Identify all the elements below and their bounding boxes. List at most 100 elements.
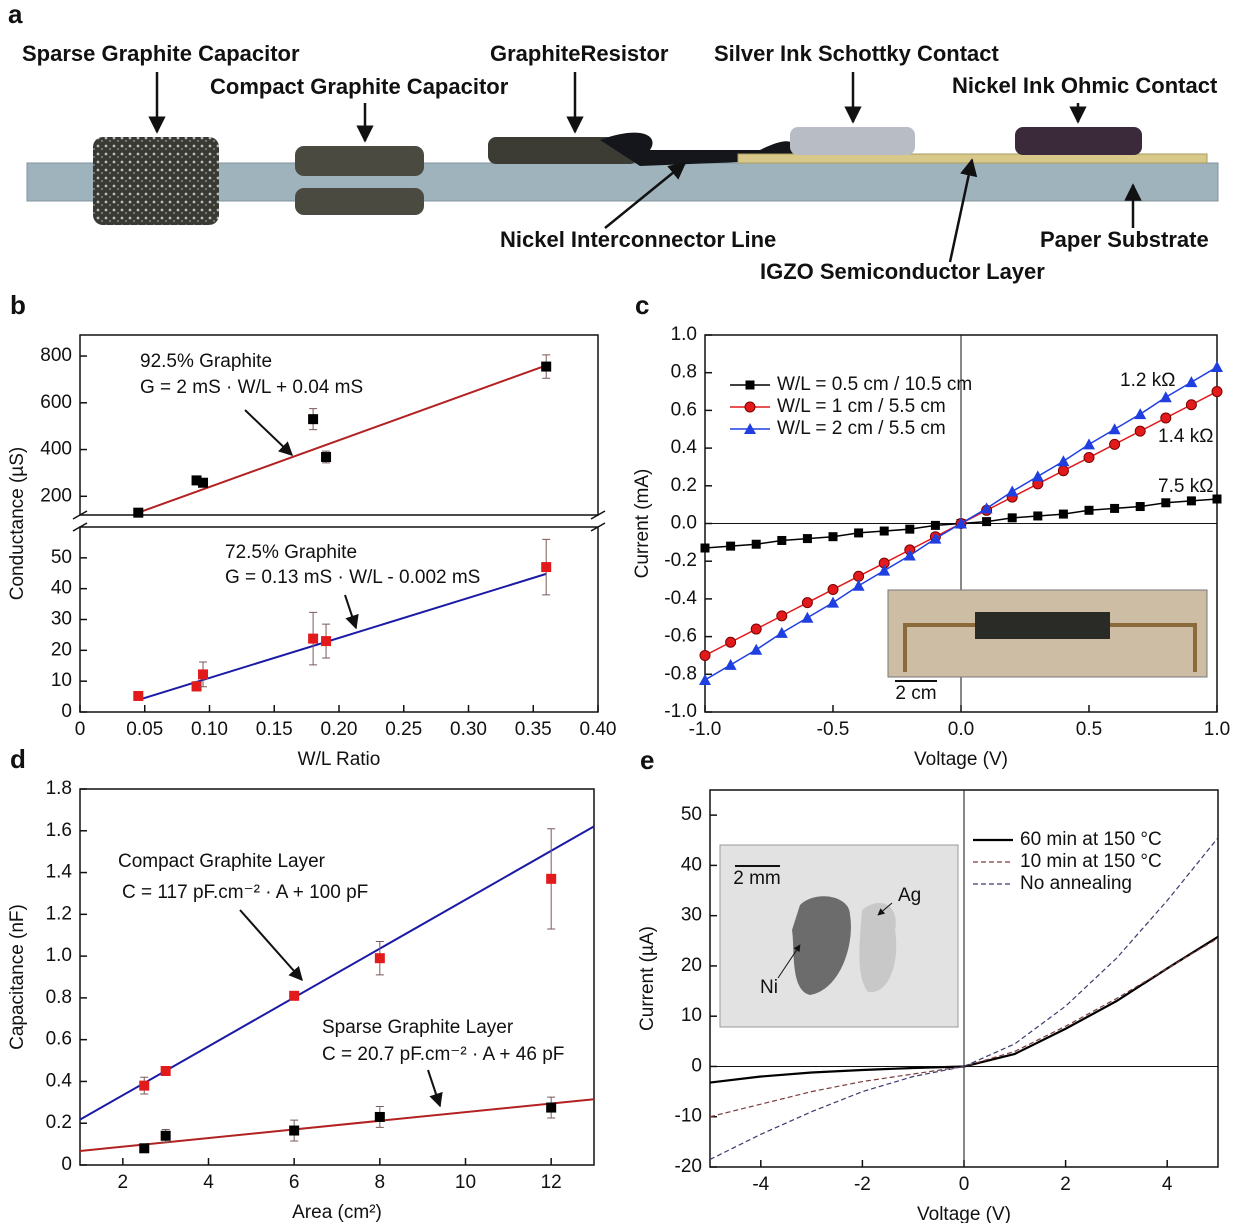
- data-point: [930, 520, 940, 530]
- data-point: [546, 873, 557, 884]
- data-point: [191, 681, 202, 692]
- y-tick-label: 40: [51, 578, 72, 599]
- data-point: [1006, 485, 1019, 497]
- x-tick-label: 0.35: [515, 719, 552, 740]
- sparse-capacitor: [93, 137, 219, 225]
- panel-label: a: [8, 0, 23, 29]
- x-tick-label: -0.5: [817, 719, 850, 740]
- data-point: [1007, 513, 1017, 523]
- data-point: [133, 507, 144, 518]
- annotation-arrow: [427, 1069, 443, 1108]
- data-point: [726, 541, 736, 551]
- axes-frame-upper: [79, 334, 599, 516]
- data-point: [1185, 399, 1197, 411]
- chart-panel: c Voltage (V) Current (mA) -1.0 -0.5 0.0 0.5 1.…: [632, 290, 1230, 770]
- diagram-label: Compact Graphite Capacitor: [210, 74, 509, 99]
- legend-label: W/L = 0.5 cm / 10.5 cm: [777, 374, 972, 395]
- x-axis-label: Area (cm²): [292, 1202, 382, 1223]
- data-point: [1033, 511, 1043, 521]
- y-tick-label: 0.6: [46, 1029, 72, 1050]
- legend-label: 10 min at 150 °C: [1020, 851, 1162, 872]
- y-tick-label: -20: [675, 1156, 702, 1177]
- legend-label: W/L = 1 cm / 5.5 cm: [777, 396, 946, 417]
- data-point: [374, 1111, 385, 1122]
- y-tick-label: 0.2: [46, 1112, 72, 1133]
- fit-line: [137, 364, 547, 514]
- x-tick-label: 2: [1060, 1174, 1071, 1195]
- x-tick-label: 1.0: [1204, 719, 1230, 740]
- y-tick-label: 1.4: [46, 862, 73, 883]
- panel-label: e: [640, 745, 654, 775]
- y-tick-label: 0.8: [671, 362, 697, 383]
- y-tick-label: -1.0: [664, 701, 697, 722]
- series-line: [709, 937, 1219, 1118]
- data-point: [374, 953, 385, 964]
- x-axis-label: Voltage (V): [914, 749, 1008, 770]
- diagram-label: Silver Ink Schottky Contact: [714, 41, 1000, 66]
- data-point: [699, 649, 711, 661]
- paper-substrate: [26, 162, 1219, 202]
- silver-contact: [790, 127, 915, 155]
- data-point: [777, 535, 787, 545]
- data-point: [878, 564, 891, 576]
- data-point: [1212, 494, 1222, 504]
- inset-ni-blob: [792, 896, 851, 995]
- data-point: [802, 534, 812, 544]
- data-point: [191, 475, 202, 486]
- data-point: [775, 626, 788, 638]
- data-point: [699, 673, 711, 685]
- x-tick-label: 4: [203, 1172, 214, 1193]
- data-point: [321, 452, 332, 463]
- data-point: [725, 636, 737, 648]
- data-point: [198, 477, 209, 488]
- data-point: [801, 597, 813, 609]
- panel-label: d: [10, 744, 26, 774]
- data-point: [827, 596, 839, 608]
- annotation-arrow: [344, 594, 359, 630]
- diagram-label: GraphiteResistor: [490, 41, 669, 66]
- data-point: [1109, 438, 1121, 450]
- data-point: [827, 583, 839, 595]
- y-tick-label: 0: [61, 1154, 72, 1175]
- data-point: [1134, 408, 1147, 420]
- resistance-label: 1.4 kΩ: [1158, 426, 1213, 447]
- annotation-arrow: [239, 909, 303, 982]
- x-tick-label: 0.25: [385, 719, 422, 740]
- data-point: [308, 633, 319, 644]
- y-tick-label: -10: [675, 1106, 702, 1127]
- data-point: [546, 1102, 557, 1113]
- fit-equation: G = 2 mS · W/L + 0.04 mS: [140, 377, 363, 398]
- y-axis-label: Capacitance (nF): [7, 904, 28, 1050]
- y-tick-label: 1.8: [46, 778, 72, 799]
- data-point: [879, 526, 889, 536]
- data-point: [198, 669, 209, 680]
- y-tick-label: 0: [691, 1055, 702, 1076]
- axis-break: [590, 522, 606, 532]
- data-point: [1084, 505, 1094, 515]
- data-point: [1083, 452, 1095, 464]
- x-tick-label: 0.40: [580, 719, 617, 740]
- data-point: [1211, 386, 1223, 398]
- y-tick-label: -0.2: [664, 550, 697, 571]
- x-tick-label: 8: [375, 1172, 386, 1193]
- data-point: [1135, 502, 1145, 512]
- y-tick-label: 10: [681, 1005, 702, 1026]
- data-point: [308, 414, 319, 425]
- y-tick-label: 1.0: [46, 945, 72, 966]
- diagram-label: Nickel Interconnector Line: [500, 227, 776, 252]
- inset-resistor-body: [975, 612, 1110, 639]
- y-tick-label: 20: [681, 955, 702, 976]
- legend-label: No annealing: [1020, 873, 1132, 894]
- x-tick-label: 0.15: [256, 719, 293, 740]
- axis-break: [72, 510, 88, 520]
- chart-panel: b W/L Ratio Conductance (µS) 0 0.05 0.10 0.15 0…: [7, 290, 616, 770]
- y-tick-label: 40: [681, 854, 702, 875]
- data-point: [289, 990, 300, 1001]
- x-tick-label: 0: [959, 1174, 970, 1195]
- y-axis-label: Current (mA): [632, 469, 653, 579]
- data-point: [982, 517, 992, 527]
- data-point: [1058, 509, 1068, 519]
- axes-frame: [79, 788, 595, 1166]
- data-point: [1031, 470, 1044, 482]
